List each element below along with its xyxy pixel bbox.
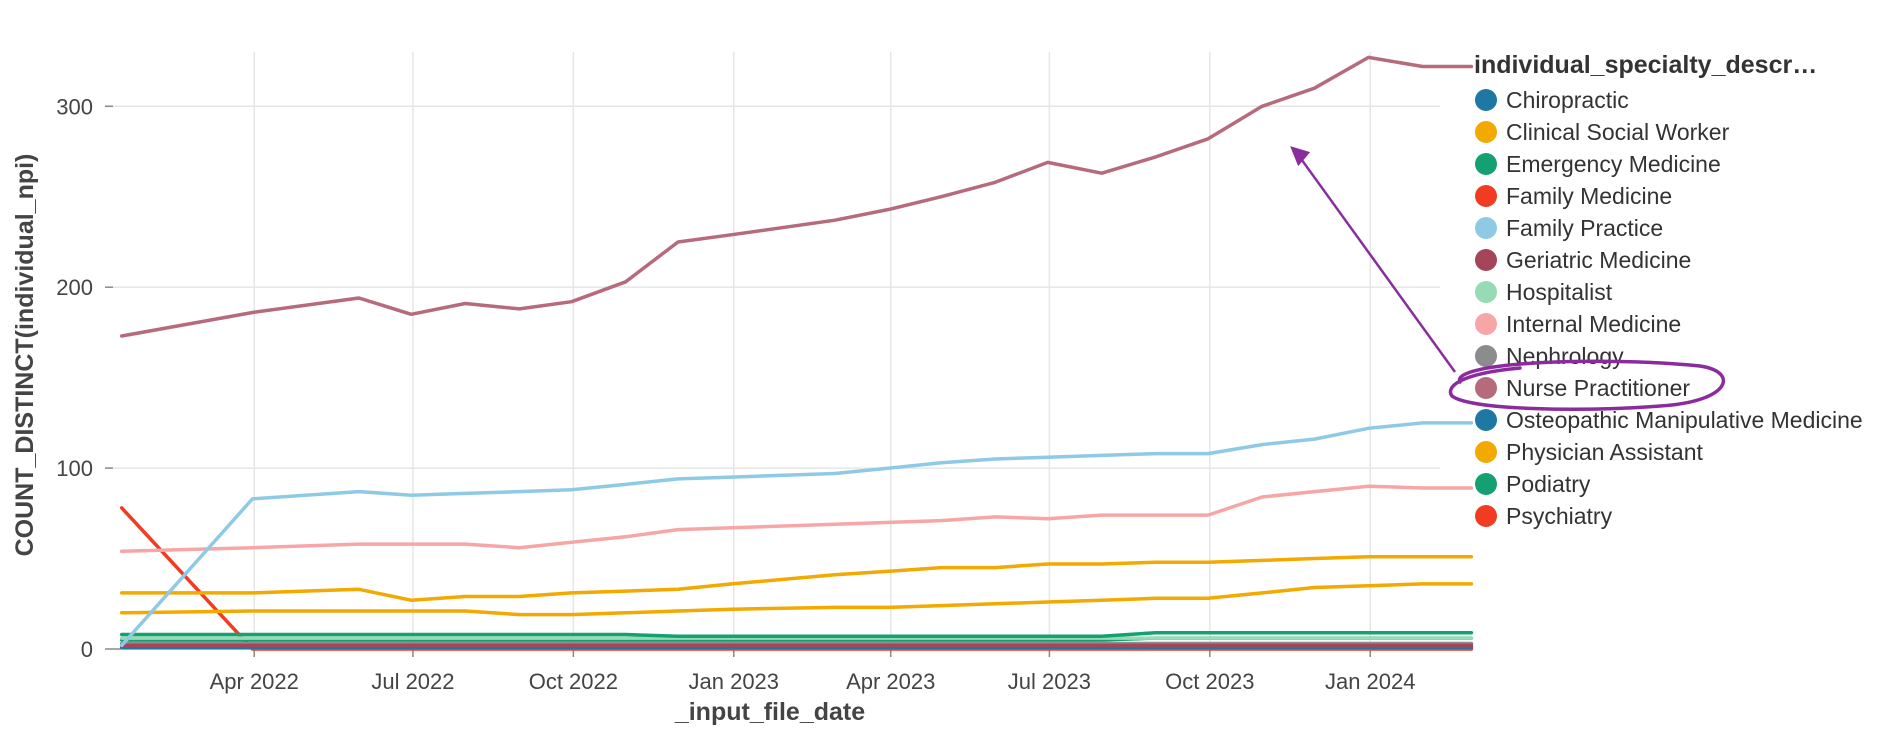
legend-item-podiatry[interactable]: Podiatry — [1475, 471, 1591, 497]
legend-label: Family Practice — [1506, 215, 1663, 241]
x-tick-label: Jan 2023 — [689, 669, 780, 694]
legend-label: Family Medicine — [1506, 183, 1672, 209]
legend-item-physician-assistant[interactable]: Physician Assistant — [1475, 439, 1703, 465]
x-tick-label: Oct 2022 — [529, 669, 618, 694]
legend[interactable]: individual_specialty_descr… Chiropractic… — [1474, 51, 1863, 529]
legend-item-internal-medicine[interactable]: Internal Medicine — [1475, 311, 1681, 337]
series-line-family-practice[interactable] — [119, 421, 1474, 648]
annotation-arrow-shaft — [1295, 151, 1457, 373]
series-line-podiatry[interactable] — [119, 630, 1474, 639]
legend-label: Psychiatry — [1506, 503, 1613, 529]
x-tick-label: Jul 2023 — [1008, 669, 1091, 694]
y-tick-label: 300 — [56, 94, 93, 119]
y-tick-label: 100 — [56, 456, 93, 481]
annotation-arrow-head — [1290, 146, 1311, 167]
series-line-internal-medicine[interactable] — [119, 484, 1474, 554]
legend-item-emergency-medicine[interactable]: Emergency Medicine — [1475, 151, 1721, 177]
x-tick-label: Jul 2022 — [371, 669, 454, 694]
legend-swatch — [1475, 185, 1497, 207]
x-tick-label: Apr 2023 — [846, 669, 935, 694]
legend-swatch — [1475, 377, 1497, 399]
legend-label: Osteopathic Manipulative Medicine — [1506, 407, 1863, 433]
annotation-circle — [1448, 359, 1725, 411]
legend-item-chiropractic[interactable]: Chiropractic — [1475, 87, 1629, 113]
legend-item-geriatric-medicine[interactable]: Geriatric Medicine — [1475, 247, 1691, 273]
series-line-family-medicine[interactable] — [119, 506, 1474, 651]
series-line-physician-assistant[interactable] — [119, 554, 1474, 602]
x-tick-label: Oct 2023 — [1165, 669, 1254, 694]
legend-swatch — [1475, 505, 1497, 527]
legend-swatch — [1475, 409, 1497, 431]
legend-label: Podiatry — [1506, 471, 1591, 497]
x-tick-label: Jan 2024 — [1325, 669, 1416, 694]
legend-label: Geriatric Medicine — [1506, 247, 1691, 273]
legend-swatch — [1475, 153, 1497, 175]
legend-label: Emergency Medicine — [1506, 151, 1721, 177]
legend-item-hospitalist[interactable]: Hospitalist — [1475, 279, 1613, 305]
legend-label: Physician Assistant — [1506, 439, 1703, 465]
y-tick-label: 200 — [56, 275, 93, 300]
legend-swatch — [1475, 217, 1497, 239]
legend-swatch — [1475, 345, 1497, 367]
x-tick-labels: Apr 2022 Jul 2022 Oct 2022 Jan 2023 Apr 2023… — [210, 669, 1416, 694]
legend-label: Internal Medicine — [1506, 311, 1681, 337]
legend-item-osteopathic-manipulative-medicine[interactable]: Osteopathic Manipulative Medicine — [1475, 407, 1863, 433]
legend-label: Clinical Social Worker — [1506, 119, 1730, 145]
grid-lines — [105, 52, 1440, 657]
legend-swatch — [1475, 249, 1497, 271]
y-tick-labels: 0 100 200 300 — [56, 94, 93, 662]
annotations — [1290, 146, 1725, 411]
legend-swatch — [1475, 89, 1497, 111]
legend-item-nurse-practitioner[interactable]: Nurse Practitioner — [1475, 375, 1690, 401]
legend-label: Nurse Practitioner — [1506, 375, 1690, 401]
legend-title: individual_specialty_descr… — [1474, 51, 1817, 79]
legend-items[interactable]: Chiropractic Clinical Social Worker Emerge… — [1475, 87, 1863, 529]
series-lines — [119, 55, 1474, 651]
legend-swatch — [1475, 473, 1497, 495]
x-tick-label: Apr 2022 — [210, 669, 299, 694]
x-axis-title: _input_file_date — [674, 698, 865, 726]
legend-swatch — [1475, 121, 1497, 143]
y-axis-title: COUNT_DISTINCT(individual_npi) — [11, 154, 39, 557]
legend-swatch — [1475, 281, 1497, 303]
series-line-clinical-social-worker[interactable] — [119, 582, 1474, 617]
legend-item-family-medicine[interactable]: Family Medicine — [1475, 183, 1672, 209]
legend-label: Chiropractic — [1506, 87, 1629, 113]
y-tick-label: 0 — [81, 637, 93, 662]
legend-label: Hospitalist — [1506, 279, 1613, 305]
legend-item-psychiatry[interactable]: Psychiatry — [1475, 503, 1613, 529]
legend-swatch — [1475, 313, 1497, 335]
legend-swatch — [1475, 441, 1497, 463]
legend-item-family-practice[interactable]: Family Practice — [1475, 215, 1663, 241]
series-line-nurse-practitioner[interactable] — [119, 55, 1474, 338]
legend-item-clinical-social-worker[interactable]: Clinical Social Worker — [1475, 119, 1730, 145]
